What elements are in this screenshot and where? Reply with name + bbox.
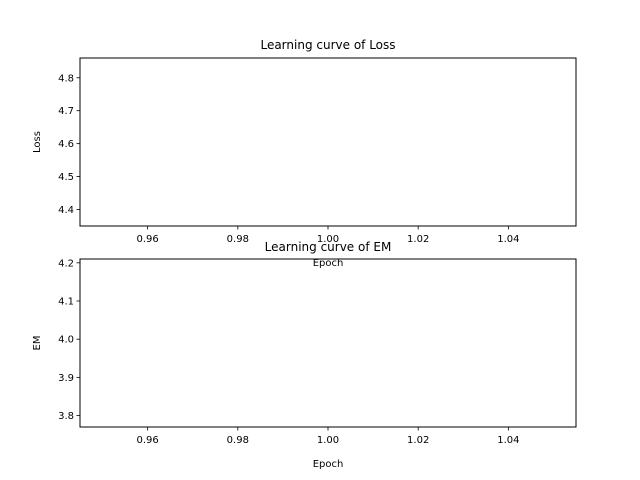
loss-chart-title: Learning curve of Loss xyxy=(260,38,395,52)
em-subplot: Learning curve of EM 0.96 0.98 1.00 1.02 1.0… xyxy=(32,240,577,470)
em-y-tick-label: 4.2 xyxy=(58,258,74,269)
loss-y-tick-label: 4.5 xyxy=(58,172,74,183)
em-x-axis: 0.96 0.98 1.00 1.02 1.04 xyxy=(137,427,519,446)
em-y-axis-label: EM xyxy=(32,336,43,351)
em-x-axis-label: Epoch xyxy=(313,459,344,470)
loss-y-tick-label: 4.7 xyxy=(58,106,74,117)
em-x-tick-label: 0.96 xyxy=(137,435,159,446)
loss-y-tick-label: 4.8 xyxy=(58,73,74,84)
loss-y-tick-label: 4.4 xyxy=(58,205,74,216)
loss-x-tick-label: 0.96 xyxy=(137,234,159,245)
loss-x-axis: 0.96 0.98 1.00 1.02 1.04 xyxy=(137,226,519,245)
loss-subplot: Learning curve of Loss 0.96 0.98 1.00 1.02 1… xyxy=(32,38,577,269)
em-plot-area xyxy=(79,258,577,428)
loss-x-tick-label: 0.98 xyxy=(227,234,249,245)
em-x-tick-label: 0.98 xyxy=(227,435,249,446)
em-x-tick-label: 1.02 xyxy=(407,435,429,446)
em-y-axis: 3.8 3.9 4.0 4.1 4.2 xyxy=(58,258,80,422)
em-x-tick-label: 1.00 xyxy=(317,435,339,446)
loss-x-tick-label: 1.00 xyxy=(317,234,339,245)
em-chart-title: Learning curve of EM xyxy=(265,240,392,254)
loss-x-axis-label: Epoch xyxy=(313,258,344,269)
loss-y-axis: 4.4 4.5 4.6 4.7 4.8 xyxy=(58,73,80,216)
loss-x-tick-label: 1.04 xyxy=(497,234,519,245)
em-y-tick-label: 4.0 xyxy=(58,335,74,346)
loss-y-axis-label: Loss xyxy=(32,131,43,153)
em-y-tick-label: 3.8 xyxy=(58,411,74,422)
em-x-tick-label: 1.04 xyxy=(497,435,519,446)
loss-y-tick-label: 4.6 xyxy=(58,139,74,150)
em-y-tick-label: 4.1 xyxy=(58,297,74,308)
em-y-tick-label: 3.9 xyxy=(58,373,74,384)
loss-plot-area xyxy=(79,57,577,227)
loss-x-tick-label: 1.02 xyxy=(407,234,429,245)
